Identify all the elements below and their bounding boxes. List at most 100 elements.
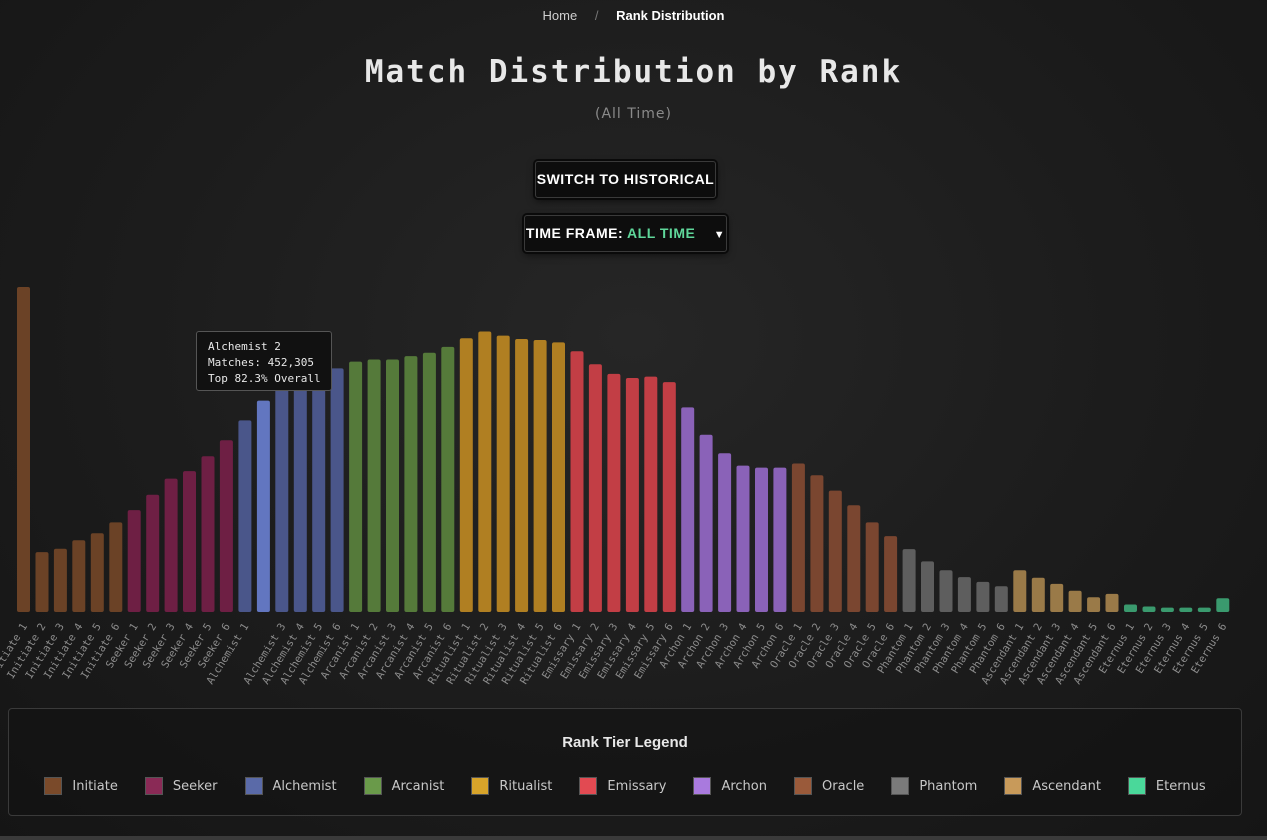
legend-label: Ritualist (499, 778, 553, 794)
bar-ritualist-3[interactable] (496, 335, 510, 612)
bar-arcanist-3[interactable] (386, 359, 399, 613)
bar-alchemist-4[interactable] (293, 379, 307, 612)
bar-seeker-1[interactable] (127, 510, 141, 612)
bar-ascendant-3[interactable] (1050, 583, 1064, 612)
bar-arcanist-5[interactable] (422, 352, 436, 612)
switch-to-historical-label: SWITCH TO HISTORICAL (536, 171, 715, 187)
bar-eternus-5[interactable] (1197, 607, 1211, 612)
bar-phantom-3[interactable] (939, 570, 953, 612)
legend-item-seeker: Seeker (144, 777, 218, 795)
legend-item-archon: Archon (693, 777, 767, 795)
bar-oracle-2[interactable] (810, 475, 824, 612)
bar-seeker-2[interactable] (146, 494, 160, 612)
bar-oracle-5[interactable] (865, 522, 879, 612)
switch-to-historical-button[interactable]: SWITCH TO HISTORICAL (535, 161, 716, 198)
bar-archon-1[interactable] (681, 407, 695, 612)
bar-emissary-6[interactable] (662, 382, 676, 612)
bar-eternus-4[interactable] (1179, 607, 1193, 612)
legend-swatch (1004, 777, 1023, 795)
bar-ascendant-4[interactable] (1068, 590, 1082, 612)
time-frame-label: TIME FRAME: (525, 225, 624, 241)
bar-oracle-3[interactable] (828, 490, 842, 612)
legend-label: Oracle (822, 778, 865, 794)
bar-phantom-5[interactable] (976, 581, 990, 612)
bar-seeker-5[interactable] (201, 456, 215, 612)
bar-eternus-1[interactable] (1124, 604, 1137, 613)
bar-ritualist-5[interactable] (533, 340, 547, 612)
bar-eternus-3[interactable] (1160, 607, 1174, 612)
legend-item-initiate: Initiate (44, 777, 118, 795)
page-title: Match Distribution by Rank (364, 54, 903, 90)
bar-seeker-4[interactable] (183, 471, 196, 612)
legend-swatch (471, 777, 490, 795)
legend-title: Rank Tier Legend (562, 734, 688, 751)
bar-emissary-2[interactable] (588, 364, 602, 612)
bar-ritualist-4[interactable] (515, 339, 529, 612)
legend-swatch (44, 777, 63, 795)
breadcrumb-home-link[interactable]: Home (542, 8, 578, 23)
bottom-divider (0, 836, 1267, 840)
bar-seeker-6[interactable] (219, 440, 233, 612)
bar-archon-2[interactable] (699, 434, 713, 612)
time-frame-value: ALL TIME (627, 225, 696, 241)
bar-phantom-2[interactable] (921, 561, 934, 612)
bar-arcanist-6[interactable] (441, 346, 455, 612)
bar-alchemist-6[interactable] (330, 368, 344, 612)
bar-archon-4[interactable] (736, 465, 750, 612)
bar-emissary-3[interactable] (607, 373, 621, 612)
time-frame-dropdown[interactable]: TIME FRAME: ALL TIME ▼ (524, 215, 727, 252)
bar-archon-3[interactable] (718, 453, 732, 612)
bar-alchemist-5[interactable] (312, 371, 326, 612)
bar-arcanist-2[interactable] (367, 359, 381, 613)
chevron-down-icon: ▼ (713, 229, 726, 241)
legend-label: Eternus (1155, 778, 1206, 794)
legend-label: Phantom (919, 778, 978, 794)
legend-label: Archon (721, 778, 767, 794)
legend-swatch (579, 777, 598, 795)
bar-eternus-2[interactable] (1142, 606, 1156, 613)
legend-label: Seeker (172, 778, 218, 794)
bar-initiate-2[interactable] (35, 552, 49, 612)
bar-phantom-6[interactable] (994, 586, 1008, 612)
bar-ritualist-2[interactable] (478, 331, 492, 613)
bar-arcanist-1[interactable] (349, 361, 363, 612)
legend-swatch (693, 777, 712, 795)
bar-emissary-1[interactable] (570, 351, 584, 612)
bar-initiate-1[interactable] (17, 287, 30, 612)
tooltip-matches: Matches: 452,305 (208, 356, 314, 369)
bar-oracle-4[interactable] (847, 505, 861, 612)
page-subtitle: (All Time) (595, 106, 672, 122)
bar-alchemist-3[interactable] (275, 383, 289, 613)
bar-initiate-5[interactable] (90, 533, 104, 612)
bar-arcanist-4[interactable] (404, 356, 418, 612)
bar-oracle-6[interactable] (884, 536, 898, 612)
bar-initiate-4[interactable] (72, 540, 86, 612)
bar-archon-5[interactable] (755, 467, 768, 612)
legend-item-emissary: Emissary (579, 777, 666, 795)
bar-ascendant-2[interactable] (1031, 577, 1045, 612)
bar-archon-6[interactable] (773, 467, 787, 612)
bar-phantom-1[interactable] (902, 549, 916, 612)
bar-initiate-6[interactable] (109, 522, 123, 612)
breadcrumb-current: Rank Distribution (616, 8, 725, 23)
bar-initiate-3[interactable] (53, 548, 67, 612)
bar-oracle-1[interactable] (791, 463, 805, 613)
breadcrumb: Home / Rank Distribution (0, 8, 1267, 23)
bar-eternus-6[interactable] (1216, 598, 1230, 612)
legend-items: Initiate Seeker Alchemist Arcanist Ritualist… (9, 777, 1241, 795)
bar-ritualist-1[interactable] (459, 338, 473, 612)
bar-emissary-5[interactable] (644, 376, 658, 612)
bar-ritualist-6[interactable] (552, 342, 565, 612)
bar-ascendant-6[interactable] (1105, 593, 1119, 612)
legend-label: Emissary (607, 778, 667, 794)
bar-phantom-4[interactable] (957, 577, 971, 612)
bar-ascendant-5[interactable] (1087, 597, 1101, 612)
legend-label: Initiate (72, 778, 118, 794)
legend-item-alchemist: Alchemist (244, 777, 337, 795)
bar-alchemist-2[interactable] (256, 400, 270, 612)
bar-alchemist-1[interactable] (238, 420, 252, 612)
bar-seeker-3[interactable] (164, 478, 178, 612)
bar-ascendant-1[interactable] (1013, 570, 1027, 612)
bar-emissary-4[interactable] (625, 378, 639, 612)
